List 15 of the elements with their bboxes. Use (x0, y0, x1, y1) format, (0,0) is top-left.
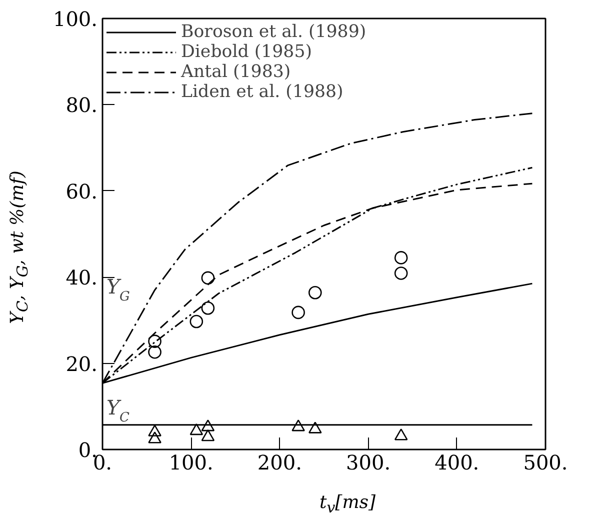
y-tick-label: 100. (52, 7, 98, 31)
x-tick-label: 100. (168, 450, 214, 474)
y-tick-label: 80. (66, 93, 98, 118)
y-tick-label: 40. (66, 266, 98, 290)
x-axis-title: t$_{v}$[ms] (319, 491, 376, 519)
legend-label: Liden et al. (1988) (181, 82, 344, 102)
legend-label: Boroson et al. (1989) (181, 22, 366, 42)
x-tick-label: 300. (346, 450, 391, 474)
y-tick-label: 20. (66, 352, 98, 376)
legend-label: Diebold (1985) (181, 42, 312, 62)
x-tick-label: 500. (523, 450, 568, 474)
x-tick-label: 200. (257, 450, 302, 474)
legend-label: Antal (1983) (181, 62, 291, 82)
y-tick-label: 60. (66, 179, 98, 204)
x-tick-label: 400. (434, 450, 480, 474)
